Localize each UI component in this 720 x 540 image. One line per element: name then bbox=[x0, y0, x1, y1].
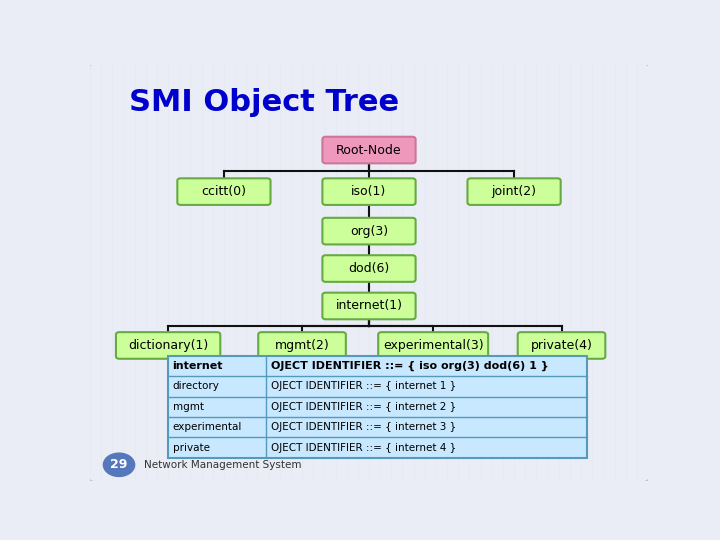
Text: joint(2): joint(2) bbox=[492, 185, 536, 198]
Text: internet(1): internet(1) bbox=[336, 300, 402, 313]
Text: SMI Object Tree: SMI Object Tree bbox=[129, 87, 399, 117]
Circle shape bbox=[104, 453, 135, 476]
FancyBboxPatch shape bbox=[168, 356, 587, 458]
Text: experimental(3): experimental(3) bbox=[383, 339, 484, 352]
Text: Root-Node: Root-Node bbox=[336, 144, 402, 157]
Text: OJECT IDENTIFIER ::= { internet 3 }: OJECT IDENTIFIER ::= { internet 3 } bbox=[271, 422, 456, 432]
Text: ccitt(0): ccitt(0) bbox=[202, 185, 246, 198]
Text: dod(6): dod(6) bbox=[348, 262, 390, 275]
FancyBboxPatch shape bbox=[323, 255, 415, 282]
Text: OJECT IDENTIFIER ::= { internet 2 }: OJECT IDENTIFIER ::= { internet 2 } bbox=[271, 402, 456, 412]
FancyBboxPatch shape bbox=[518, 332, 606, 359]
Text: dictionary(1): dictionary(1) bbox=[128, 339, 208, 352]
FancyBboxPatch shape bbox=[323, 293, 415, 319]
Text: experimental: experimental bbox=[173, 422, 242, 432]
Text: internet: internet bbox=[173, 361, 223, 371]
FancyBboxPatch shape bbox=[323, 137, 415, 163]
Text: 29: 29 bbox=[110, 458, 127, 471]
Text: mgmt: mgmt bbox=[173, 402, 204, 412]
Text: org(3): org(3) bbox=[350, 225, 388, 238]
FancyBboxPatch shape bbox=[177, 178, 271, 205]
FancyBboxPatch shape bbox=[378, 332, 488, 359]
Text: private: private bbox=[173, 443, 210, 453]
FancyBboxPatch shape bbox=[116, 332, 220, 359]
FancyBboxPatch shape bbox=[323, 178, 415, 205]
Text: private(4): private(4) bbox=[531, 339, 593, 352]
FancyBboxPatch shape bbox=[323, 218, 415, 245]
Text: mgmt(2): mgmt(2) bbox=[274, 339, 330, 352]
Text: iso(1): iso(1) bbox=[351, 185, 387, 198]
FancyBboxPatch shape bbox=[258, 332, 346, 359]
Text: Network Management System: Network Management System bbox=[143, 460, 301, 470]
Text: OJECT IDENTIFIER ::= { iso org(3) dod(6) 1 }: OJECT IDENTIFIER ::= { iso org(3) dod(6)… bbox=[271, 361, 549, 371]
Text: directory: directory bbox=[173, 381, 220, 391]
Text: OJECT IDENTIFIER ::= { internet 1 }: OJECT IDENTIFIER ::= { internet 1 } bbox=[271, 381, 456, 391]
Text: OJECT IDENTIFIER ::= { internet 4 }: OJECT IDENTIFIER ::= { internet 4 } bbox=[271, 443, 456, 453]
FancyBboxPatch shape bbox=[467, 178, 561, 205]
FancyBboxPatch shape bbox=[87, 63, 651, 483]
